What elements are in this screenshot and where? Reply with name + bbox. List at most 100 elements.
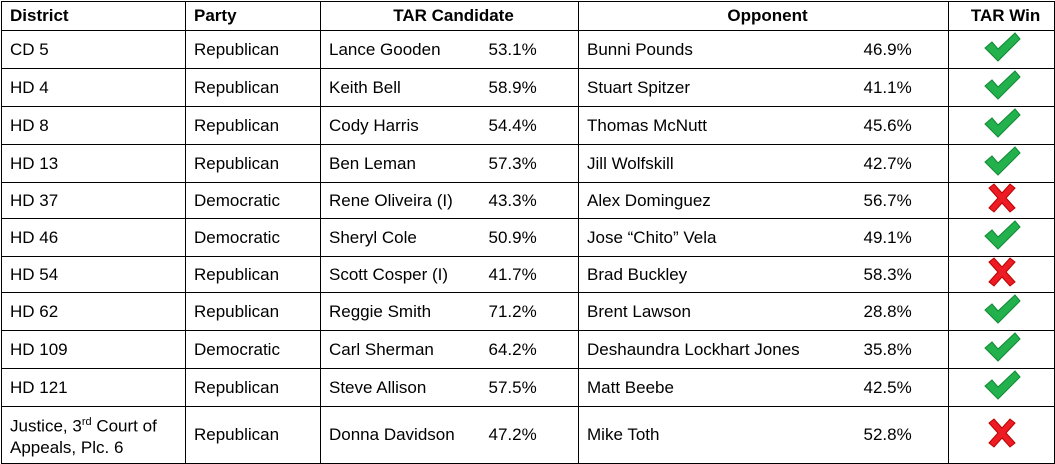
opponent-cell: Stuart Spitzer bbox=[578, 68, 856, 107]
win-cell bbox=[948, 368, 1055, 407]
table-row: HD 46 Democratic Sheryl Cole 50.9% Jose “Chi… bbox=[1, 218, 1055, 257]
opponent-cell: Alex Dominguez bbox=[578, 182, 856, 219]
candidate-pct-cell: 58.9% bbox=[480, 68, 580, 107]
district-cell: HD 4 bbox=[1, 68, 186, 107]
table-row: CD 5 Republican Lance Gooden 53.1% Bunni Pou… bbox=[1, 30, 1055, 69]
opponent-cell: Jose “Chito” Vela bbox=[578, 218, 856, 257]
candidate-pct-cell: 57.5% bbox=[480, 368, 580, 407]
opponent-pct-cell: 35.8% bbox=[855, 330, 950, 369]
header-cell: TAR Win bbox=[948, 1, 1055, 31]
candidate-pct-cell: 54.4% bbox=[480, 106, 580, 145]
candidate-cell: Sheryl Cole bbox=[320, 218, 481, 257]
cross-icon bbox=[987, 417, 1016, 448]
party-cell: Republican bbox=[185, 106, 321, 145]
district-text: Justice, 3 bbox=[10, 416, 82, 436]
header-row: District Party TAR Candidate Opponent TA… bbox=[1, 1, 1055, 31]
district-cell: HD 37 bbox=[1, 182, 186, 219]
check-icon bbox=[983, 332, 1021, 362]
opponent-cell: Bunni Pounds bbox=[578, 30, 856, 69]
party-cell: Republican bbox=[185, 68, 321, 107]
candidate-pct-cell: 43.3% bbox=[480, 182, 580, 219]
check-icon bbox=[983, 370, 1021, 400]
opponent-pct-cell: 45.6% bbox=[855, 106, 950, 145]
district-cell: Justice, 3rd Court of Appeals, Plc. 6 bbox=[1, 406, 186, 464]
candidate-cell: Keith Bell bbox=[320, 68, 481, 107]
win-cell bbox=[948, 218, 1055, 257]
check-icon bbox=[983, 294, 1021, 324]
table-row: Justice, 3rd Court of Appeals, Plc. 6 Rep… bbox=[1, 406, 1055, 464]
win-cell bbox=[948, 68, 1055, 107]
table-row: HD 62 Republican Reggie Smith 71.2% Brent La… bbox=[1, 292, 1055, 331]
table-row: HD 4 Republican Keith Bell 58.9% Stuart Spit… bbox=[1, 68, 1055, 107]
candidate-cell: Scott Cosper (I) bbox=[320, 256, 481, 293]
win-cell bbox=[948, 30, 1055, 69]
check-icon bbox=[983, 146, 1021, 176]
cross-icon bbox=[987, 257, 1016, 287]
opponent-pct-cell: 52.8% bbox=[855, 406, 950, 464]
table-row: HD 109 Democratic Carl Sherman 64.2% Deshaun… bbox=[1, 330, 1055, 369]
candidate-cell: Lance Gooden bbox=[320, 30, 481, 69]
win-cell bbox=[948, 144, 1055, 183]
win-cell bbox=[948, 406, 1055, 464]
candidate-cell: Carl Sherman bbox=[320, 330, 481, 369]
win-cell bbox=[948, 256, 1055, 293]
opponent-pct-cell: 58.3% bbox=[855, 256, 950, 293]
district-cell: HD 121 bbox=[1, 368, 186, 407]
party-cell: Republican bbox=[185, 292, 321, 331]
check-icon bbox=[983, 220, 1021, 250]
opponent-pct-cell: 41.1% bbox=[855, 68, 950, 107]
table-row: HD 37 Democratic Rene Oliveira (I) 43.3% Ale… bbox=[1, 182, 1055, 219]
candidate-pct-cell: 47.2% bbox=[480, 406, 580, 464]
party-cell: Democratic bbox=[185, 330, 321, 369]
win-cell bbox=[948, 182, 1055, 219]
candidate-pct-cell: 53.1% bbox=[480, 30, 580, 69]
opponent-pct-cell: 56.7% bbox=[855, 182, 950, 219]
header-cell: Party bbox=[185, 1, 321, 31]
candidate-cell: Donna Davidson bbox=[320, 406, 481, 464]
header-cell: District bbox=[1, 1, 186, 31]
win-cell bbox=[948, 330, 1055, 369]
district-cell: HD 13 bbox=[1, 144, 186, 183]
opponent-cell: Deshaundra Lockhart Jones bbox=[578, 330, 856, 369]
opponent-pct-cell: 46.9% bbox=[855, 30, 950, 69]
party-cell: Democratic bbox=[185, 182, 321, 219]
district-cell: CD 5 bbox=[1, 30, 186, 69]
party-cell: Republican bbox=[185, 256, 321, 293]
table-body: CD 5 Republican Lance Gooden 53.1% Bunni Pou… bbox=[1, 30, 1055, 464]
candidate-pct-cell: 71.2% bbox=[480, 292, 580, 331]
opponent-pct-cell: 42.7% bbox=[855, 144, 950, 183]
check-icon bbox=[983, 70, 1021, 100]
opponent-pct-cell: 42.5% bbox=[855, 368, 950, 407]
candidate-cell: Rene Oliveira (I) bbox=[320, 182, 481, 219]
header-cell: TAR Candidate bbox=[319, 1, 580, 31]
party-cell: Republican bbox=[185, 144, 321, 183]
candidate-cell: Cody Harris bbox=[320, 106, 481, 145]
party-cell: Democratic bbox=[185, 218, 321, 257]
opponent-pct-cell: 49.1% bbox=[855, 218, 950, 257]
table-row: HD 121 Republican Steve Allison 57.5% Matt B… bbox=[1, 368, 1055, 407]
check-icon bbox=[983, 32, 1021, 62]
district-cell: HD 54 bbox=[1, 256, 186, 293]
candidate-cell: Ben Leman bbox=[320, 144, 481, 183]
win-cell bbox=[948, 292, 1055, 331]
candidate-pct-cell: 64.2% bbox=[480, 330, 580, 369]
check-icon bbox=[983, 108, 1021, 138]
win-cell bbox=[948, 106, 1055, 145]
candidate-pct-cell: 50.9% bbox=[480, 218, 580, 257]
candidate-pct-cell: 57.3% bbox=[480, 144, 580, 183]
candidate-cell: Reggie Smith bbox=[320, 292, 481, 331]
candidate-pct-cell: 41.7% bbox=[480, 256, 580, 293]
opponent-cell: Brad Buckley bbox=[578, 256, 856, 293]
table-row: HD 8 Republican Cody Harris 54.4% Thomas McN… bbox=[1, 106, 1055, 145]
party-cell: Republican bbox=[185, 406, 321, 464]
party-cell: Republican bbox=[185, 368, 321, 407]
party-cell: Republican bbox=[185, 30, 321, 69]
district-cell: HD 62 bbox=[1, 292, 186, 331]
opponent-cell: Matt Beebe bbox=[578, 368, 856, 407]
opponent-pct-cell: 28.8% bbox=[855, 292, 950, 331]
table-row: HD 54 Republican Scott Cosper (I) 41.7% Brad… bbox=[1, 256, 1055, 293]
district-cell: HD 109 bbox=[1, 330, 186, 369]
header-cell: Opponent bbox=[578, 1, 950, 31]
